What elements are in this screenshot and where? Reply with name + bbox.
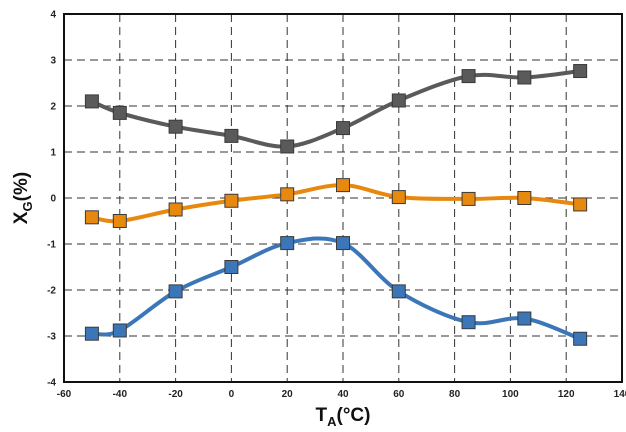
series-1 — [84, 64, 588, 154]
data-point-marker — [461, 191, 476, 206]
data-point-marker — [280, 139, 295, 154]
plot-frame — [63, 13, 623, 383]
y-tick-label: 2 — [50, 102, 56, 113]
data-point-marker — [224, 193, 239, 208]
x-tick-label: -20 — [168, 389, 183, 400]
data-point-marker — [112, 323, 127, 338]
series-layer — [84, 64, 588, 346]
data-point-marker — [84, 210, 99, 225]
series-2 — [84, 178, 588, 228]
y-tick-label: -2 — [47, 286, 56, 297]
data-point-marker — [168, 119, 183, 134]
y-tick-label: -1 — [47, 240, 56, 251]
x-tick-label: 100 — [502, 389, 519, 400]
x-axis-title: TA(°C) — [316, 405, 371, 429]
data-point-marker — [391, 93, 406, 108]
data-point-marker — [517, 191, 532, 205]
y-tick-label: 1 — [50, 148, 56, 159]
data-point-marker — [224, 260, 239, 274]
series-line — [89, 183, 583, 224]
y-axis-title: XG(%) — [11, 172, 35, 224]
data-point-marker — [280, 236, 295, 251]
data-point-marker — [517, 70, 532, 85]
x-tick-label: 0 — [229, 389, 235, 400]
data-point-marker — [224, 128, 239, 143]
y-tick-label: -4 — [47, 378, 56, 389]
y-tick-label: 3 — [50, 56, 56, 67]
series-line — [89, 69, 583, 149]
data-point-marker — [391, 284, 406, 299]
data-point-marker — [461, 315, 476, 330]
x-tick-label: 80 — [449, 389, 461, 400]
x-tick-label: 20 — [282, 389, 294, 400]
data-point-marker — [168, 284, 183, 299]
data-point-marker — [84, 94, 99, 109]
data-point-marker — [280, 187, 295, 202]
data-point-marker — [391, 190, 406, 205]
data-point-marker — [573, 331, 588, 346]
data-point-marker — [112, 105, 127, 120]
data-point-marker — [336, 121, 350, 136]
x-tick-label: 120 — [558, 389, 575, 400]
x-tick-label: -40 — [113, 389, 128, 400]
data-point-marker — [573, 197, 588, 212]
y-tick-label: 0 — [50, 194, 56, 205]
x-tick-label: -60 — [57, 389, 72, 400]
data-point-marker — [112, 214, 127, 228]
x-tick-label: 140 — [614, 389, 626, 400]
data-point-marker — [336, 236, 350, 251]
data-point-marker — [84, 326, 99, 341]
series-3 — [84, 236, 588, 346]
data-point-marker — [336, 178, 350, 193]
data-point-marker — [517, 311, 532, 326]
data-point-marker — [168, 202, 183, 217]
series-line — [89, 236, 583, 341]
tick-labels: -4 -3 -2 -1 0 1 2 3 4 -60 -40 -20 0 20 40 60 80 100 120 140 — [47, 10, 626, 401]
x-tick-label: 60 — [393, 389, 405, 400]
data-point-marker — [573, 64, 588, 79]
data-point-marker — [461, 69, 476, 84]
y-tick-label: 4 — [50, 10, 56, 21]
y-tick-label: -3 — [47, 332, 56, 343]
x-tick-label: 40 — [337, 389, 349, 400]
